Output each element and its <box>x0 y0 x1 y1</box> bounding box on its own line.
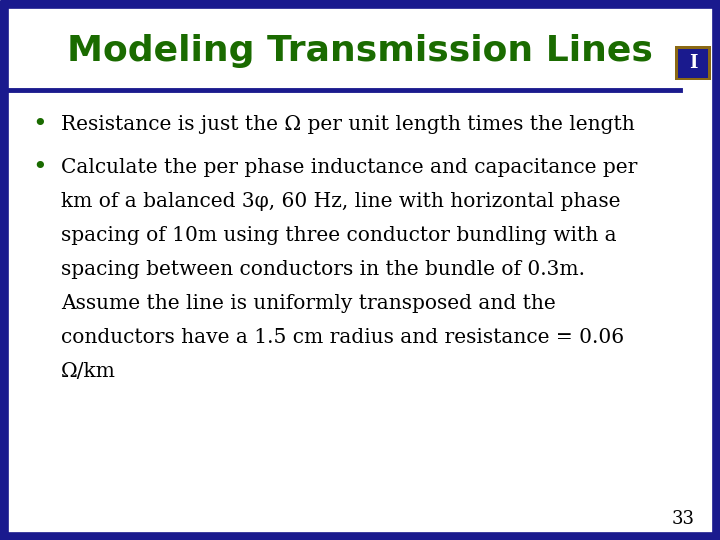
Text: spacing between conductors in the bundle of 0.3m.: spacing between conductors in the bundle… <box>61 260 585 279</box>
Text: spacing of 10m using three conductor bundling with a: spacing of 10m using three conductor bun… <box>61 226 617 245</box>
Text: 33: 33 <box>672 510 695 529</box>
Text: •: • <box>32 112 47 136</box>
Text: I: I <box>689 55 698 72</box>
Text: Modeling Transmission Lines: Modeling Transmission Lines <box>67 34 653 68</box>
Text: •: • <box>32 156 47 179</box>
FancyBboxPatch shape <box>675 46 711 80</box>
Text: Calculate the per phase inductance and capacitance per: Calculate the per phase inductance and c… <box>61 158 638 177</box>
Text: conductors have a 1.5 cm radius and resistance = 0.06: conductors have a 1.5 cm radius and resi… <box>61 328 624 347</box>
FancyBboxPatch shape <box>678 49 708 78</box>
Text: km of a balanced 3φ, 60 Hz, line with horizontal phase: km of a balanced 3φ, 60 Hz, line with ho… <box>61 192 621 211</box>
Text: Ω/km: Ω/km <box>61 362 116 381</box>
Text: Assume the line is uniformly transposed and the: Assume the line is uniformly transposed … <box>61 294 556 313</box>
Text: Resistance is just the Ω per unit length times the length: Resistance is just the Ω per unit length… <box>61 114 635 134</box>
